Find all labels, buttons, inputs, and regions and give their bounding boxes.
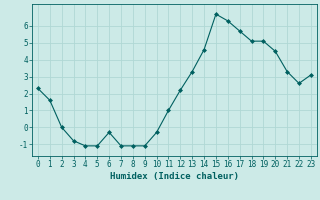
X-axis label: Humidex (Indice chaleur): Humidex (Indice chaleur) (110, 172, 239, 181)
